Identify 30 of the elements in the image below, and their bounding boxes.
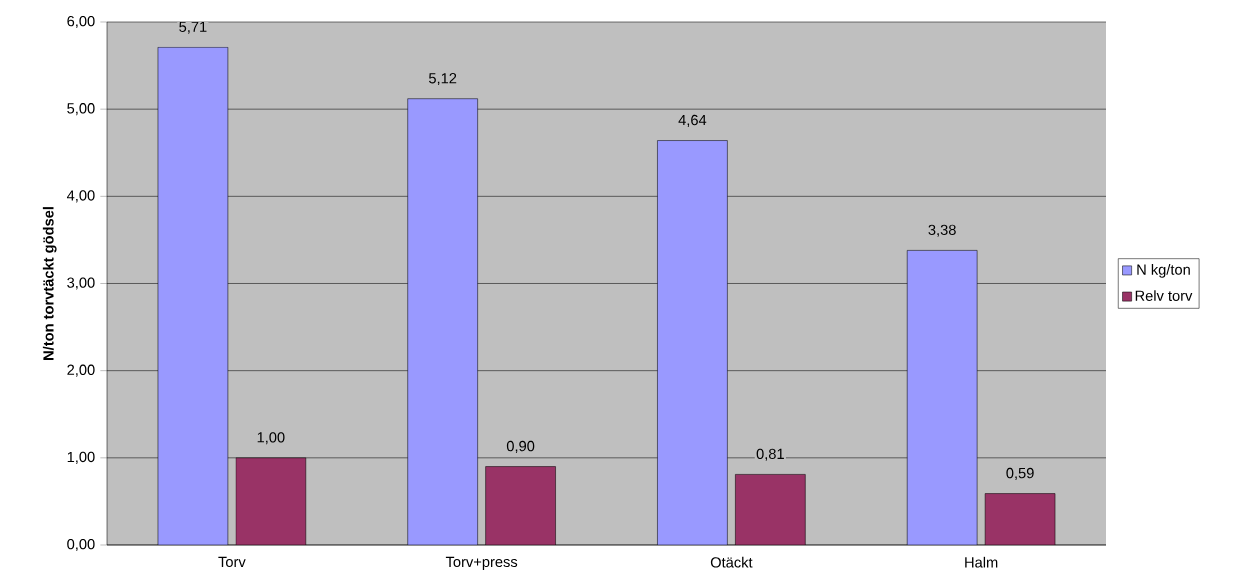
y-tick-label: 2,00: [67, 364, 95, 377]
x-tick-label: Torv: [218, 556, 246, 568]
data-label: 5,71: [179, 21, 207, 34]
x-tick-label: Torv+press: [445, 556, 518, 570]
y-tick-label: 1,00: [67, 451, 95, 464]
data-label: 4,64: [678, 114, 707, 127]
x-tick-label: Halm: [965, 556, 998, 568]
y-tick-label: 6,00: [67, 15, 95, 29]
x-tick-label: Otäckt: [710, 556, 753, 568]
bar: [235, 457, 307, 545]
y-tick-label: 0,00: [67, 538, 95, 552]
data-label: 0,59: [1006, 467, 1034, 480]
data-label: 0,90: [506, 440, 535, 453]
bar: [984, 493, 1056, 545]
data-label: 0,81: [756, 448, 784, 461]
y-tick-label: 5,00: [67, 103, 95, 116]
bar: [485, 466, 556, 545]
legend-label: Relv torv: [1135, 290, 1193, 301]
bar: [735, 474, 806, 545]
bar: [906, 250, 978, 545]
data-label: 3,38: [928, 224, 956, 237]
y-axis-title: N/ton torvtäckt gödsel: [42, 207, 57, 360]
bar: [407, 98, 478, 545]
legend-label: N kg/ton: [1137, 264, 1190, 278]
data-label: 5,12: [428, 73, 457, 86]
data-label: 1,00: [257, 432, 285, 445]
y-tick-label: 3,00: [67, 277, 95, 290]
y-tick-label: 4,00: [66, 190, 95, 203]
bar: [657, 140, 728, 545]
bar: [157, 47, 229, 545]
